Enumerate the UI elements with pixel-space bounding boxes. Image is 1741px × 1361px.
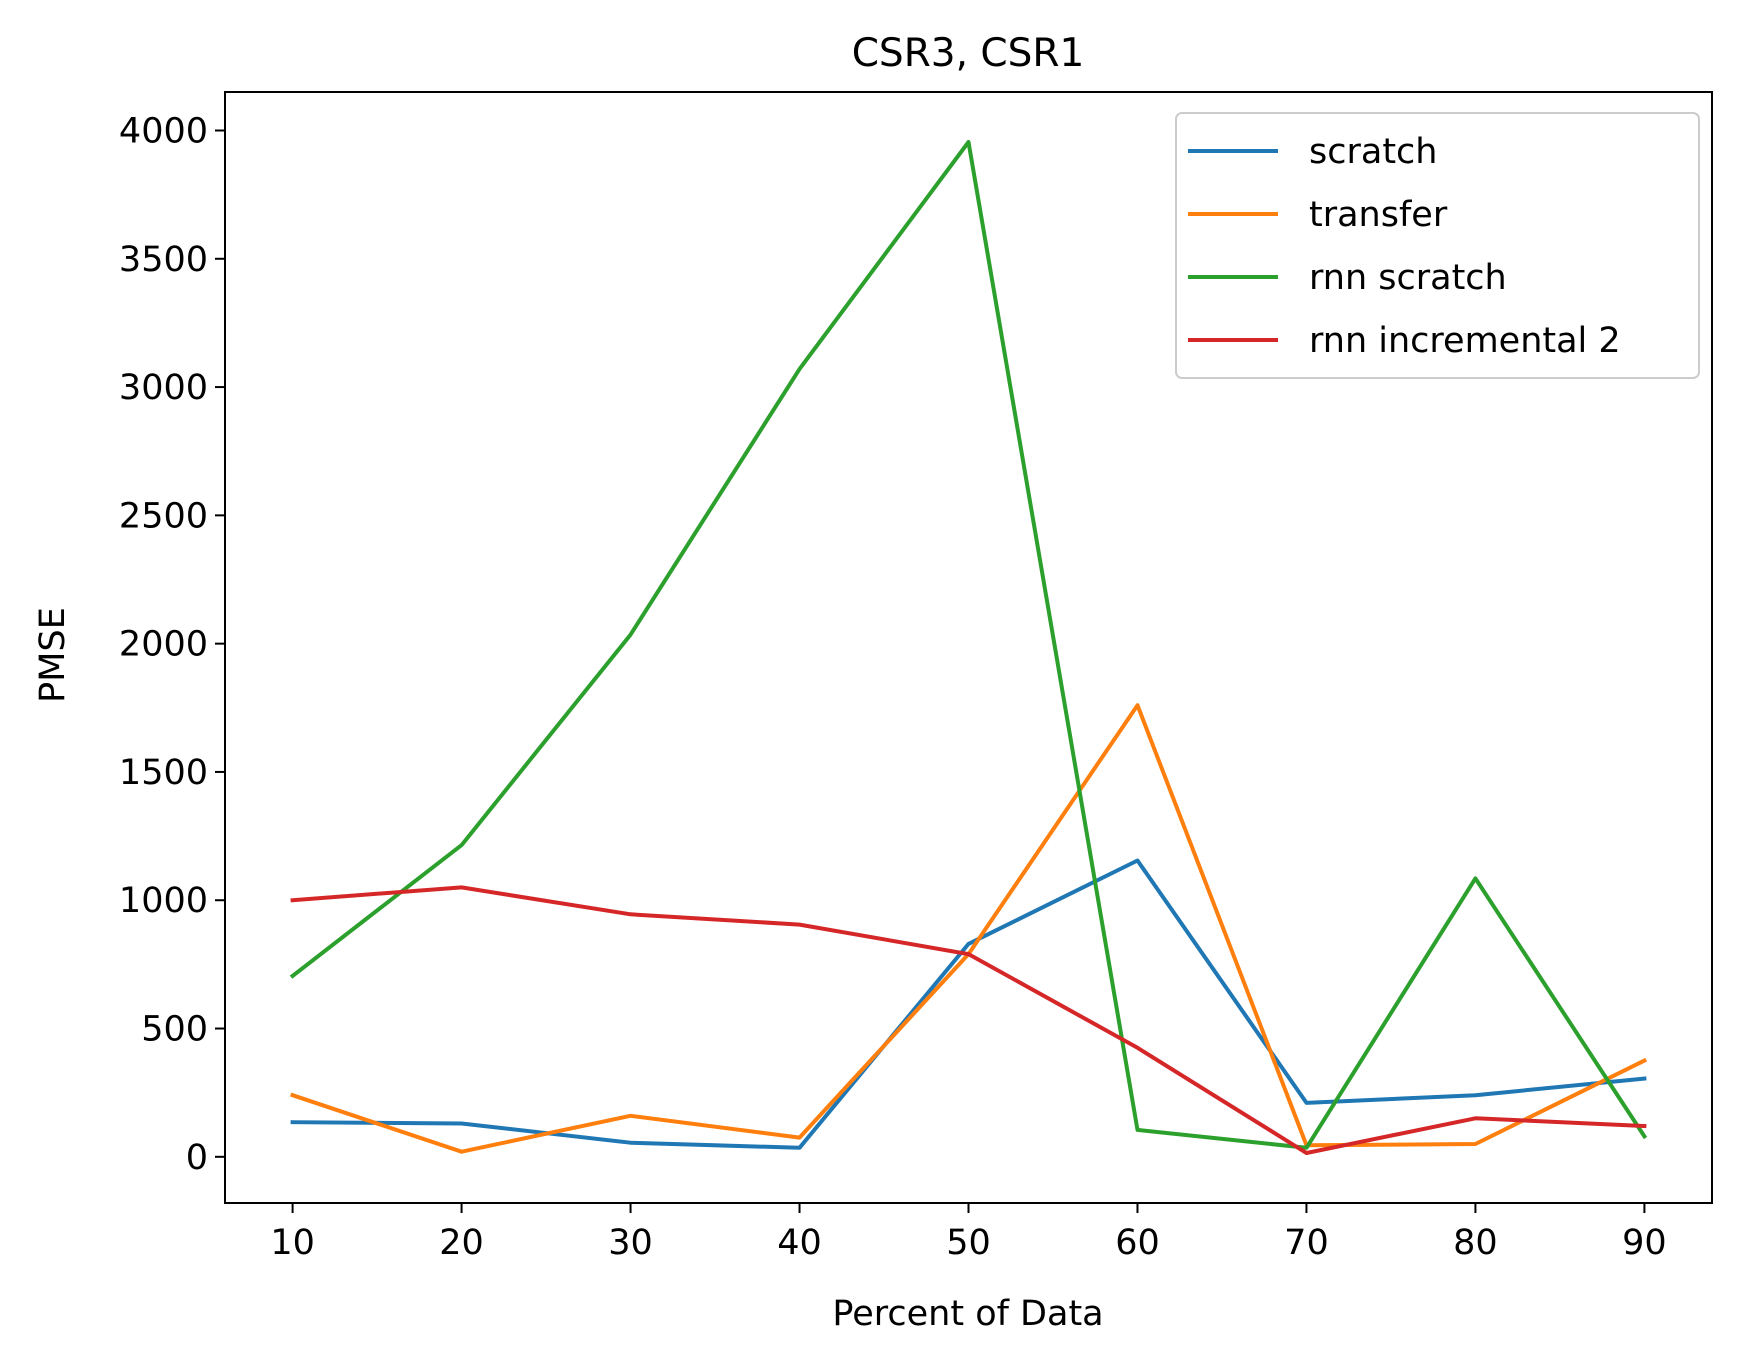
y-tick-label: 500 xyxy=(141,1010,208,1050)
y-tick-label: 1500 xyxy=(119,753,208,793)
legend-label-rnn-scratch: rnn scratch xyxy=(1309,258,1507,298)
y-tick-label: 3000 xyxy=(119,368,208,408)
x-tick-label: 70 xyxy=(1284,1223,1329,1263)
series-line-scratch xyxy=(290,858,1647,1150)
x-tick-label: 40 xyxy=(777,1223,822,1263)
legend: scratch transfer rnn scratch rnn incrementa… xyxy=(1175,112,1700,379)
plot-area: 10 20 30 40 50 60 70 80 90 0 500 1000 1500 2000 2500 30… xyxy=(119,91,1713,1263)
y-tick-label: 2000 xyxy=(119,625,208,665)
x-tick-label: 90 xyxy=(1622,1223,1667,1263)
legend-label-scratch: scratch xyxy=(1309,132,1437,172)
y-axis-label: PMSE xyxy=(33,607,73,703)
y-tick-label: 4000 xyxy=(119,111,208,151)
series-lines xyxy=(289,140,1648,1155)
series-line-rnn-scratch xyxy=(289,140,1648,1150)
x-tick-label: 10 xyxy=(270,1223,315,1263)
y-tick-label: 3500 xyxy=(119,240,208,280)
y-tick-label: 1000 xyxy=(119,881,208,921)
x-tick-label: 80 xyxy=(1453,1223,1498,1263)
x-tick-label: 50 xyxy=(946,1223,991,1263)
x-tick-label: 60 xyxy=(1115,1223,1160,1263)
y-tick-label: 2500 xyxy=(119,496,208,536)
y-tick-label: 0 xyxy=(186,1138,208,1178)
x-tick-label: 30 xyxy=(608,1223,653,1263)
legend-label-rnn-incremental-2: rnn incremental 2 xyxy=(1309,321,1621,361)
x-axis-label: Percent of Data xyxy=(832,1294,1103,1334)
plot-frame xyxy=(224,91,1713,1204)
series-line-rnn-incremental-2 xyxy=(290,885,1647,1155)
chart-title: CSR3, CSR1 xyxy=(852,31,1085,76)
x-tick-label: 20 xyxy=(439,1223,484,1263)
legend-label-transfer: transfer xyxy=(1309,195,1448,235)
legend-box xyxy=(1175,112,1700,379)
